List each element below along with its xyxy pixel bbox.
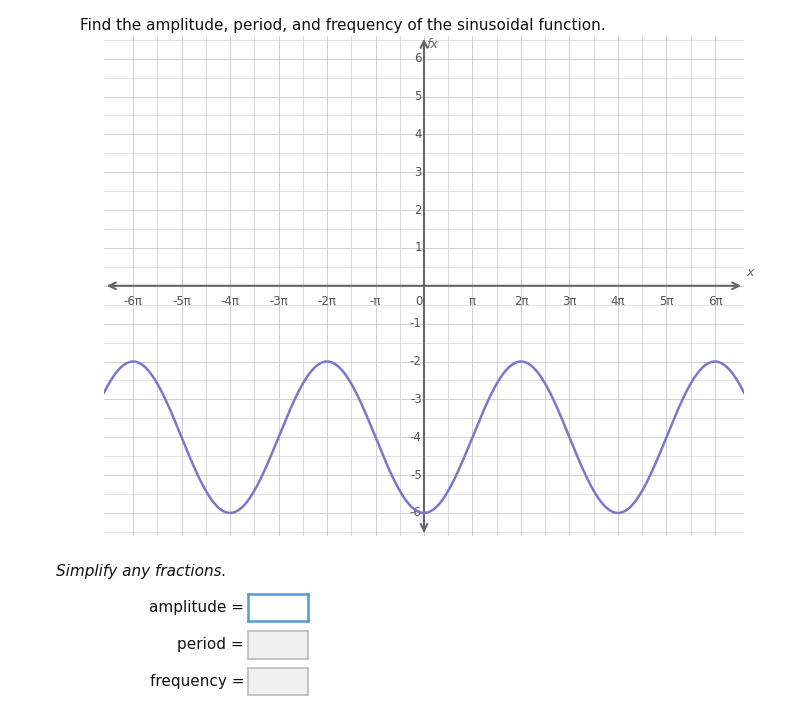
Text: 5: 5 <box>414 90 422 103</box>
Text: -4: -4 <box>410 431 422 444</box>
Text: period =: period = <box>178 638 244 652</box>
Text: 4π: 4π <box>610 296 625 308</box>
Text: 5π: 5π <box>659 296 674 308</box>
Text: -1: -1 <box>410 317 422 330</box>
Text: -4π: -4π <box>221 296 239 308</box>
Text: 6: 6 <box>414 52 422 65</box>
Text: -2: -2 <box>410 355 422 368</box>
Text: -3π: -3π <box>269 296 288 308</box>
Text: 6π: 6π <box>708 296 722 308</box>
Text: Find the amplitude, period, and frequency of the sinusoidal function.: Find the amplitude, period, and frequenc… <box>80 18 606 33</box>
Text: 0: 0 <box>415 296 422 308</box>
Text: 3π: 3π <box>562 296 577 308</box>
Text: -6: -6 <box>410 506 422 519</box>
Text: -5: -5 <box>410 469 422 482</box>
Text: 2π: 2π <box>514 296 528 308</box>
Text: -π: -π <box>370 296 382 308</box>
Text: 1: 1 <box>414 242 422 255</box>
Text: Simplify any fractions.: Simplify any fractions. <box>56 564 226 580</box>
Text: 3: 3 <box>414 166 422 179</box>
Text: amplitude =: amplitude = <box>149 600 244 615</box>
Text: x: x <box>746 266 754 279</box>
Text: π: π <box>469 296 476 308</box>
Text: fx: fx <box>426 38 438 51</box>
Text: -6π: -6π <box>124 296 142 308</box>
Text: frequency =: frequency = <box>150 674 244 689</box>
Text: -3: -3 <box>410 393 422 406</box>
Text: 2: 2 <box>414 203 422 216</box>
Text: -2π: -2π <box>318 296 337 308</box>
Text: 4: 4 <box>414 128 422 141</box>
Text: -5π: -5π <box>172 296 191 308</box>
